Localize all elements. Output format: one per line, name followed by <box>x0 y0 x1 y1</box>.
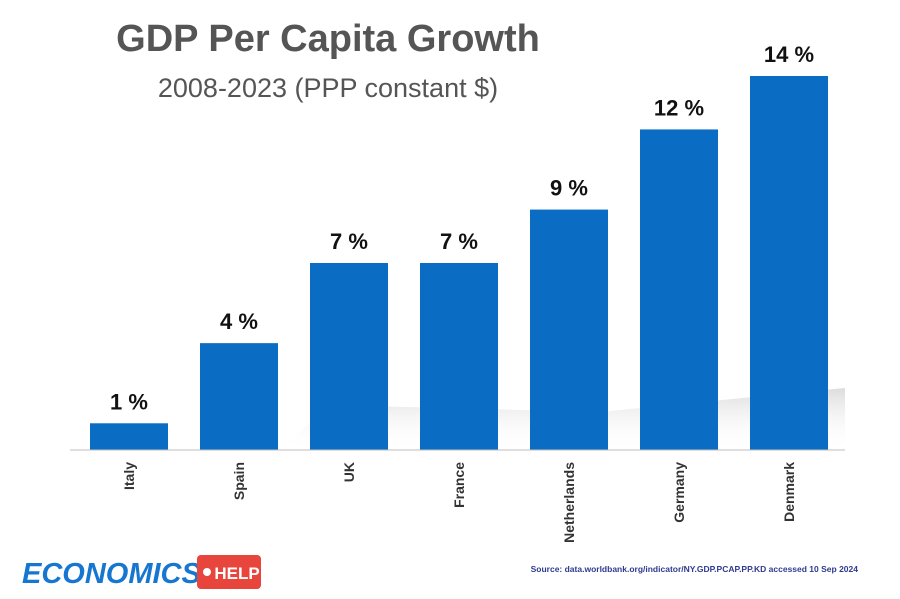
logo-tag-shape <box>197 555 261 589</box>
tick-label-uk: UK <box>341 462 357 482</box>
bar-germany <box>640 129 718 450</box>
tick-label-france: France <box>451 462 467 508</box>
data-label-netherlands: 9 % <box>550 176 588 201</box>
data-label-france: 7 % <box>440 229 478 254</box>
bars-group <box>90 76 828 450</box>
bar-italy <box>90 423 168 450</box>
tick-label-netherlands: Netherlands <box>561 462 577 543</box>
chart-subtitle: 2008-2023 (PPP constant $) <box>158 73 498 103</box>
logo-tag-hole <box>203 568 211 576</box>
tick-label-spain: Spain <box>231 462 247 500</box>
data-label-uk: 7 % <box>330 229 368 254</box>
tick-label-germany: Germany <box>671 462 687 523</box>
source-note: Source: data.worldbank.org/indicator/NY.… <box>531 564 859 574</box>
bar-netherlands <box>530 209 608 450</box>
economics-help-logo: ECONOMICS HELP <box>22 555 261 590</box>
tick-label-italy: Italy <box>121 462 137 490</box>
data-label-denmark: 14 % <box>764 42 814 67</box>
x-tick-labels-group: Italy Spain UK France Netherlands Germany Denm… <box>121 462 797 543</box>
data-label-germany: 12 % <box>654 95 704 120</box>
bar-france <box>420 263 498 450</box>
logo-tag-text: HELP <box>214 564 259 583</box>
logo-word: ECONOMICS <box>22 558 202 590</box>
data-label-spain: 4 % <box>220 309 258 334</box>
bar-denmark <box>750 76 828 450</box>
data-label-italy: 1 % <box>110 389 148 414</box>
bar-spain <box>200 343 278 450</box>
bar-uk <box>310 263 388 450</box>
data-labels-group: 1 % 4 % 7 % 7 % 9 % 12 % 14 % <box>110 42 814 414</box>
tick-label-denmark: Denmark <box>781 462 797 522</box>
chart-title: GDP Per Capita Growth <box>116 18 540 60</box>
